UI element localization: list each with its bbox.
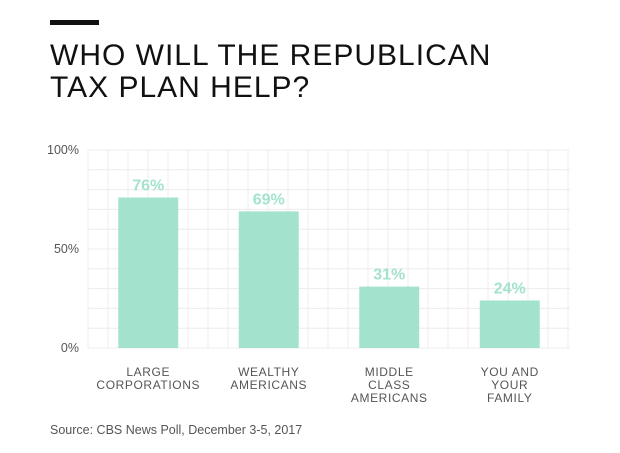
title-accent-bar [50, 20, 99, 25]
chart-title: WHO WILL THE REPUBLICAN TAX PLAN HELP? [50, 40, 590, 104]
y-tick-label: 0% [61, 341, 79, 355]
bar-4 [479, 300, 540, 348]
category-label-4: YOUR [491, 378, 528, 392]
bar-2 [238, 211, 299, 348]
chart-title-line-1: WHO WILL THE REPUBLICAN [50, 39, 492, 72]
y-tick-label: 50% [54, 242, 79, 256]
data-label-3: 31% [373, 267, 405, 284]
source-note: Source: CBS News Poll, December 3-5, 201… [50, 423, 303, 437]
category-label-2: AMERICANS [230, 378, 307, 392]
category-label-4: YOU AND [481, 365, 539, 379]
category-label-3: AMERICANS [351, 391, 428, 405]
chart-title-line-2: TAX PLAN HELP? [50, 71, 311, 104]
y-axis-ticks: 0% 50% 100% [47, 143, 79, 355]
category-label-1: CORPORATIONS [96, 378, 200, 392]
category-labels: LARGECORPORATIONSWEALTHYAMERICANSMIDDLEC… [96, 365, 538, 405]
category-label-4: FAMILY [487, 391, 532, 405]
category-label-2: WEALTHY [238, 365, 299, 379]
data-label-4: 24% [494, 280, 526, 297]
bar-1 [118, 197, 179, 348]
category-label-1: LARGE [126, 365, 170, 379]
category-label-3: MIDDLE [365, 365, 414, 379]
chart-bars [118, 197, 540, 348]
category-label-3: CLASS [368, 378, 410, 392]
data-label-2: 69% [253, 191, 285, 208]
data-labels: 76% 69% 31% 24% [132, 178, 526, 298]
data-label-1: 76% [132, 178, 164, 195]
y-tick-label: 100% [47, 143, 79, 157]
bar-3 [359, 286, 420, 348]
